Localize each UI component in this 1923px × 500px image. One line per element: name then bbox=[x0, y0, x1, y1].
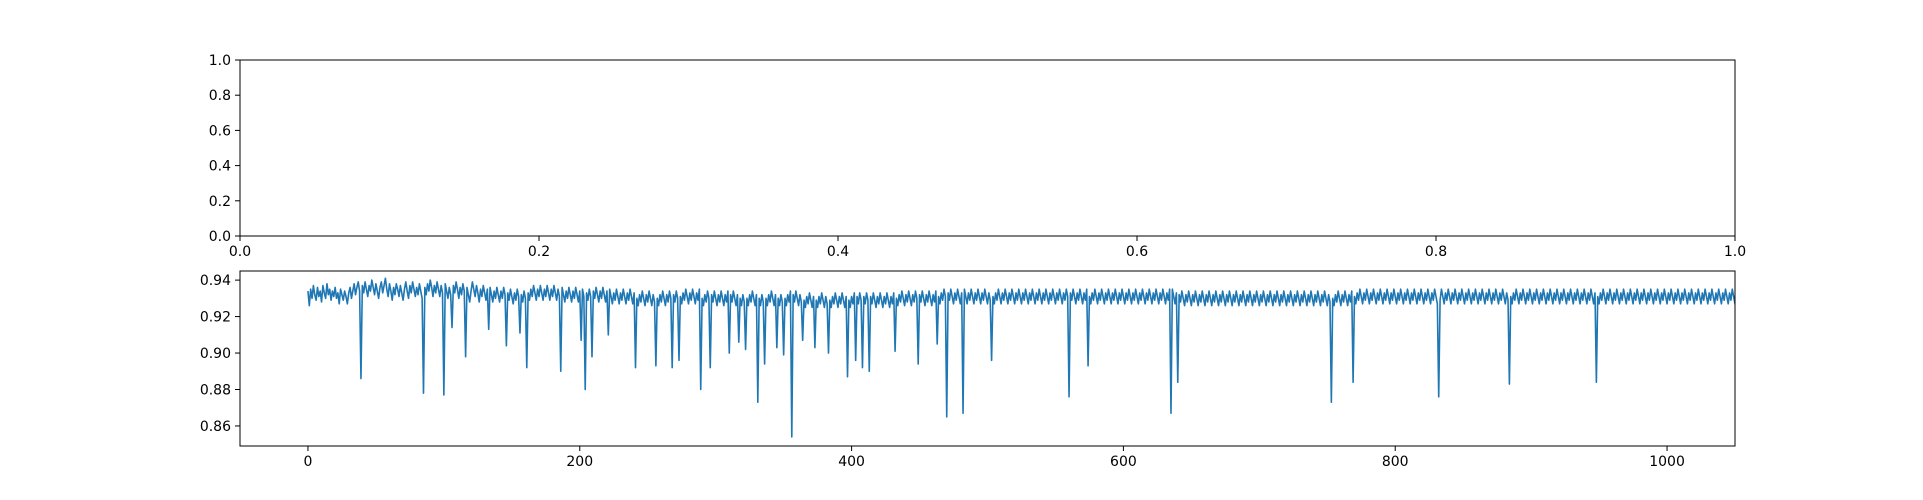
axes-top-frame bbox=[239, 59, 1736, 237]
axes-bottom-y-tick-label: 0.88 bbox=[200, 382, 231, 398]
axes-top-x-tick-label: 0.4 bbox=[827, 244, 849, 260]
series-line bbox=[307, 277, 1735, 438]
axes-top-x-tick-label: 1.0 bbox=[1724, 244, 1746, 260]
axes-bottom-y-tick-label: 0.92 bbox=[200, 310, 231, 326]
axes-bottom-x-tick-label: 0 bbox=[303, 454, 312, 470]
axes-bottom-x-tick-label: 800 bbox=[1382, 454, 1409, 470]
axes-top-y-tick-label: 0.0 bbox=[209, 229, 231, 245]
axes-bottom-x-ticks: 0 200 400 600 800 1000 bbox=[303, 446, 1685, 470]
axes-top-x-ticks: 0.0 0.2 0.4 0.6 0.8 1.0 bbox=[229, 236, 1746, 260]
axes-bottom-x-tick-label: 400 bbox=[838, 454, 865, 470]
axes-bottom-x-tick-label: 200 bbox=[566, 454, 593, 470]
axes-top-x-tick-label: 0.8 bbox=[1425, 244, 1447, 260]
axes-bottom-y-tick-label: 0.94 bbox=[200, 273, 231, 289]
axes-top-y-tick-label: 1.0 bbox=[209, 53, 231, 69]
axes-bottom: 0 200 400 600 800 1000 0.86 0.88 0.90 0.92 0.94 bbox=[200, 270, 1736, 470]
axes-top-y-tick-label: 0.6 bbox=[209, 123, 231, 139]
axes-bottom-y-ticks: 0.86 0.88 0.90 0.92 0.94 bbox=[200, 273, 240, 435]
axes-top-y-tick-label: 0.2 bbox=[209, 194, 231, 210]
axes-bottom-x-tick-label: 1000 bbox=[1649, 454, 1685, 470]
axes-bottom-y-tick-label: 0.86 bbox=[200, 419, 231, 435]
axes-top-y-ticks: 0.0 0.2 0.4 0.6 0.8 1.0 bbox=[209, 53, 240, 245]
axes-top-y-tick-label: 0.8 bbox=[209, 88, 231, 104]
axes-bottom-x-tick-label: 600 bbox=[1110, 454, 1137, 470]
axes-bottom-frame bbox=[239, 270, 1736, 447]
axes-top-x-tick-label: 0.2 bbox=[528, 244, 550, 260]
axes-bottom-y-tick-label: 0.90 bbox=[200, 346, 231, 362]
axes-top: 0.0 0.2 0.4 0.6 0.8 1.0 0.0 0.2 0.4 0.6 0.8 1.0 bbox=[209, 53, 1746, 260]
axes-top-y-tick-label: 0.4 bbox=[209, 159, 231, 175]
axes-top-x-tick-label: 0.6 bbox=[1126, 244, 1148, 260]
axes-top-x-tick-label: 0.0 bbox=[229, 244, 251, 260]
